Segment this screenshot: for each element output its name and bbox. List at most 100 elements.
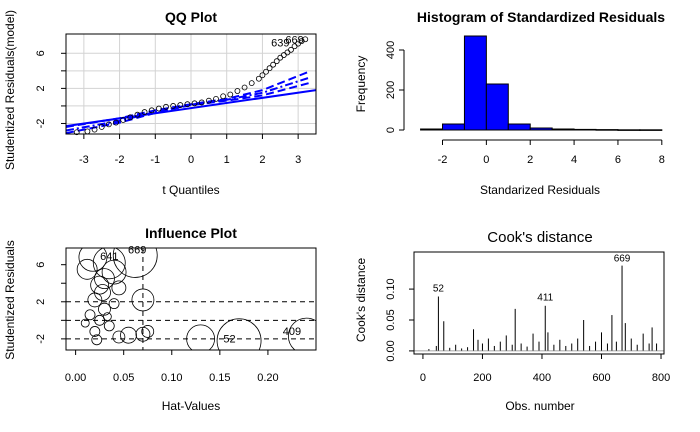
infl-ytick: -2 xyxy=(35,334,47,344)
infl-ylabel: Studentized Residuals xyxy=(3,240,17,359)
infl-point xyxy=(87,292,103,308)
qq-point xyxy=(248,80,255,87)
hist-bar xyxy=(639,129,663,131)
hist-bar xyxy=(463,35,487,131)
infl-point xyxy=(108,298,120,310)
infl-ytick: 6 xyxy=(35,262,47,268)
infl-point xyxy=(84,309,96,321)
qq-point xyxy=(259,72,266,79)
infl-y-axis: -2 2 6 xyxy=(35,262,66,344)
infl-point-labels: 669 641 409 52 xyxy=(100,245,301,346)
qq-point xyxy=(234,88,241,94)
infl-title: Influence Plot xyxy=(145,225,237,241)
histogram-panel: Histogram of Standardized Residuals Stan… xyxy=(354,9,665,197)
hist-ytick: 0 xyxy=(385,127,397,133)
qq-xtick: 0 xyxy=(188,154,194,166)
infl-point xyxy=(76,258,98,280)
qq-ytick: 2 xyxy=(35,85,47,91)
infl-xtick: 0.10 xyxy=(161,372,182,384)
qq-point xyxy=(91,126,98,133)
qq-point xyxy=(263,68,269,75)
infl-point xyxy=(89,326,101,337)
infl-point xyxy=(141,325,155,338)
cook-ytick: 0.10 xyxy=(385,278,397,299)
qq-xtick: -1 xyxy=(150,154,160,166)
qq-envelope-mid xyxy=(65,76,310,132)
hist-xtick: 6 xyxy=(615,154,621,166)
qq-envelope-upper xyxy=(65,70,310,128)
cook-xtick: 200 xyxy=(473,372,491,384)
cooks-distance-panel: Cook's distance Obs. number Cook's dista… xyxy=(354,229,670,413)
qq-point xyxy=(177,102,184,108)
hist-bar xyxy=(529,127,553,131)
infl-point xyxy=(287,317,316,350)
qq-point xyxy=(98,124,105,130)
qq-point xyxy=(170,103,177,109)
cook-frame xyxy=(413,251,665,355)
hist-xtick: 0 xyxy=(483,154,489,166)
infl-ytick: 2 xyxy=(35,299,47,305)
hist-bar xyxy=(595,129,619,131)
infl-point xyxy=(120,326,137,344)
cook-label-669: 669 xyxy=(614,254,631,265)
qq-point xyxy=(266,65,273,72)
infl-point xyxy=(102,312,112,322)
qq-point xyxy=(134,111,141,118)
cook-label-52: 52 xyxy=(433,283,445,294)
qq-point xyxy=(213,96,219,102)
qq-xtick: 1 xyxy=(224,154,230,166)
qq-point xyxy=(141,109,148,115)
qq-xtick: -2 xyxy=(115,154,125,166)
qq-point xyxy=(220,93,227,100)
cook-xlabel: Obs. number xyxy=(505,399,574,413)
hist-bar xyxy=(507,123,531,131)
qq-x-axis: -3 -2 -1 0 1 2 3 xyxy=(79,134,301,166)
infl-frame xyxy=(65,247,317,351)
hist-xtick: -2 xyxy=(438,154,448,166)
qq-lines xyxy=(65,70,317,135)
cook-point-labels: 52 411 669 xyxy=(433,254,631,304)
infl-xtick: 0.00 xyxy=(65,372,86,384)
hist-bar xyxy=(617,129,641,131)
qq-point xyxy=(84,128,91,135)
qq-label-669: 669 xyxy=(285,35,303,47)
infl-point xyxy=(112,248,158,278)
cook-ylabel: Cook's distance xyxy=(354,258,368,343)
qq-xlabel: t Quantiles xyxy=(162,183,219,197)
hist-xtick: 2 xyxy=(527,154,533,166)
infl-point xyxy=(98,302,111,316)
qq-point xyxy=(284,49,291,56)
qq-xtick: -3 xyxy=(79,154,89,166)
hist-bar xyxy=(551,128,575,131)
hist-bar xyxy=(442,123,465,131)
infl-point xyxy=(101,259,127,285)
cook-ytick: 0.05 xyxy=(385,309,397,330)
infl-point xyxy=(103,320,115,332)
qq-ytick: -2 xyxy=(35,119,47,129)
hist-title: Histogram of Standardized Residuals xyxy=(417,9,665,25)
qq-point xyxy=(120,117,127,123)
qq-title: QQ Plot xyxy=(165,9,217,25)
cook-spikes xyxy=(414,265,664,352)
infl-xtick: 0.05 xyxy=(113,372,134,384)
cook-title: Cook's distance xyxy=(487,229,592,246)
infl-label-52: 52 xyxy=(223,334,235,346)
hist-xlabel: Standarized Residuals xyxy=(480,183,600,197)
infl-point xyxy=(78,248,108,272)
qq-ylabel: Studentized Residuals(model) xyxy=(3,10,17,170)
qq-point xyxy=(255,75,262,82)
cook-ytick: 0.00 xyxy=(385,340,397,361)
infl-point xyxy=(216,318,262,350)
hist-x-axis: -2 0 2 4 6 8 xyxy=(438,140,665,166)
hist-xtick: 4 xyxy=(571,154,577,166)
cook-xtick: 600 xyxy=(592,372,610,384)
qq-point xyxy=(73,129,80,136)
cook-xtick: 800 xyxy=(652,372,670,384)
qq-point xyxy=(288,46,294,53)
infl-point xyxy=(112,330,126,344)
qq-point xyxy=(198,99,205,106)
infl-xlabel: Hat-Values xyxy=(162,399,220,413)
qq-point xyxy=(105,121,112,128)
cook-xtick: 0 xyxy=(420,372,426,384)
